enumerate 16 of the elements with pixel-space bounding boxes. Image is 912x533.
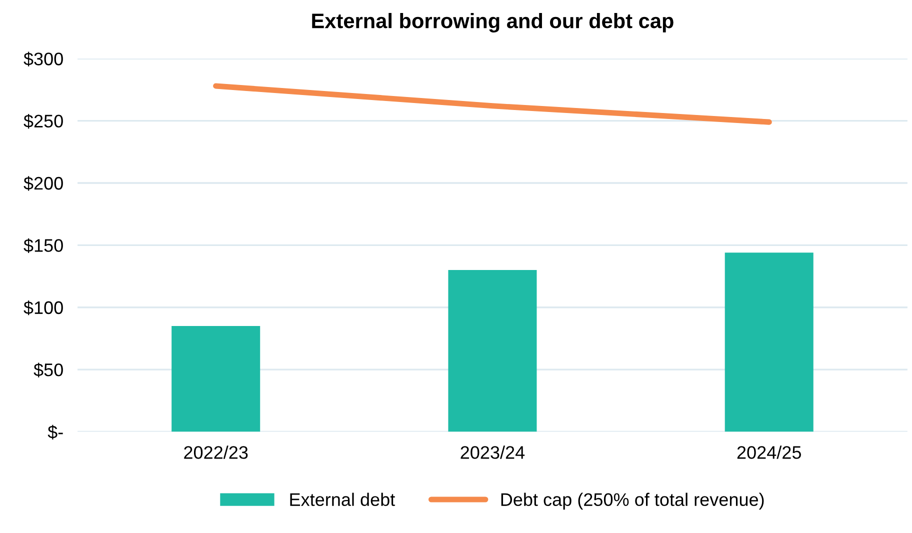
y-tick-label: $250 <box>24 114 63 129</box>
y-tick-label: $100 <box>24 300 63 316</box>
chart-title: External borrowing and our debt cap <box>312 12 674 32</box>
y-tick-label: $50 <box>34 362 63 378</box>
legend-label: External debt <box>290 492 396 506</box>
x-tick-label: 2023/24 <box>460 446 525 459</box>
y-tick-label: $200 <box>24 176 63 191</box>
x-tick-label: 2022/23 <box>184 446 248 459</box>
bar <box>172 326 260 432</box>
bar <box>448 270 537 432</box>
x-tick-label: 2024/25 <box>737 446 801 459</box>
y-tick-label: $150 <box>24 238 63 253</box>
y-tick-label: $300 <box>24 52 63 66</box>
y-tick-label: $- <box>48 424 63 440</box>
legend-label: Debt cap (250% of total revenue) <box>501 492 764 510</box>
bar <box>724 252 814 432</box>
